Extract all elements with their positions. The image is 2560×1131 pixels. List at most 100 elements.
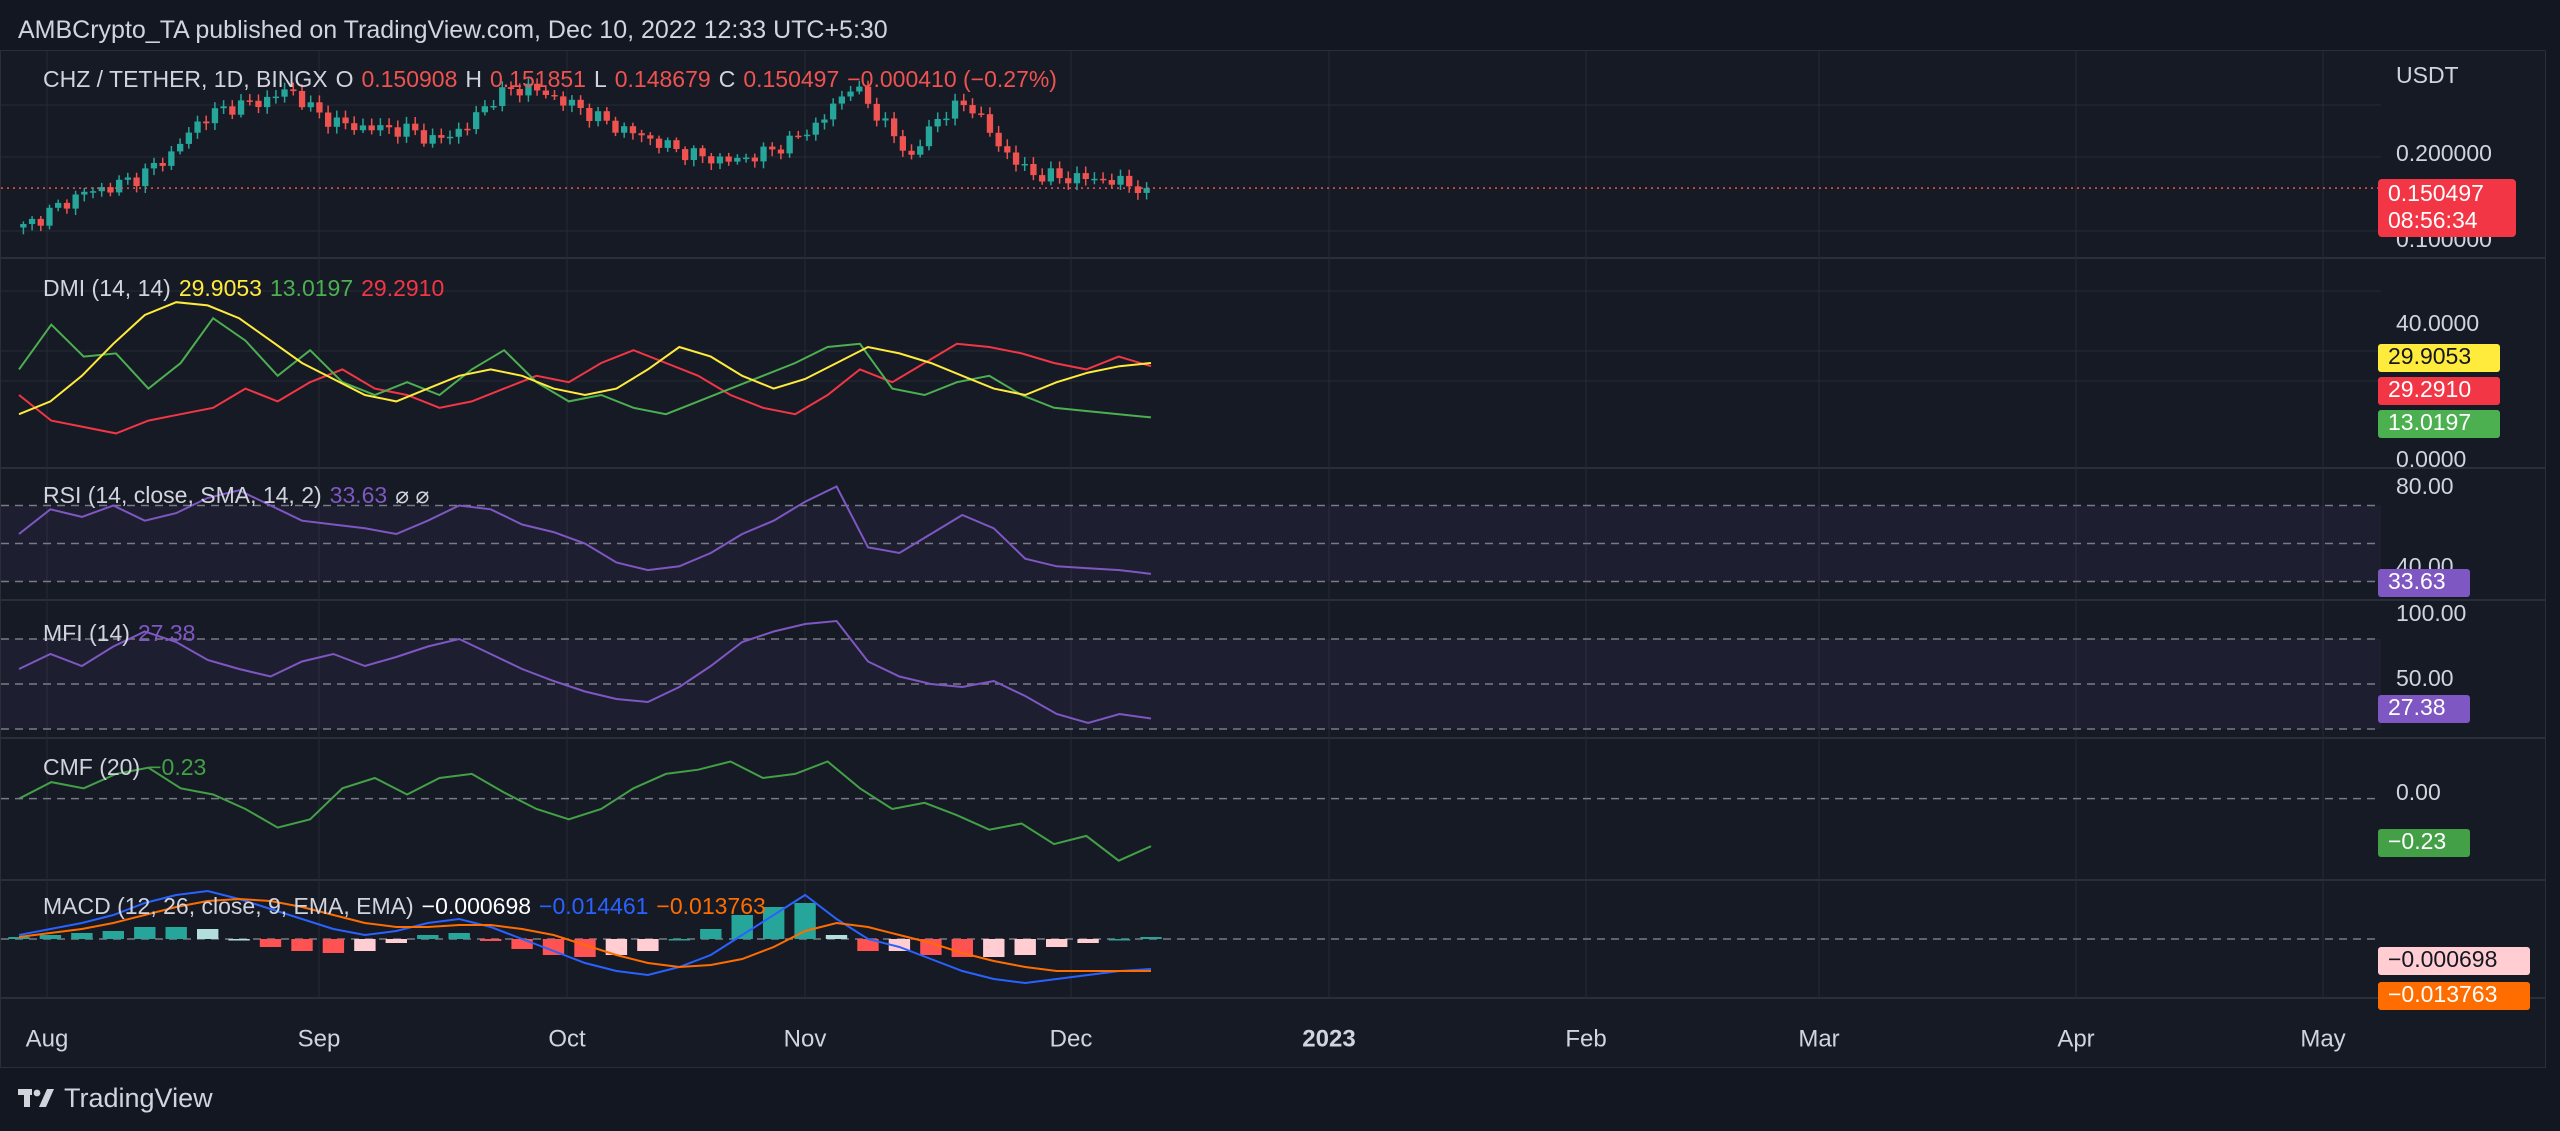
time-axis-label: Dec	[1050, 1025, 1093, 1052]
candle-body	[655, 138, 663, 148]
candle-body	[542, 90, 549, 95]
candle-body	[577, 99, 584, 108]
candle-body	[255, 100, 262, 107]
chart-frame: USDT 0.200000 0.100000 0.150497 08:56:34 40.0…	[0, 50, 2546, 1068]
candle-body	[246, 100, 253, 102]
macd-histogram-value-tag-bg	[2378, 947, 2530, 975]
candle-body	[960, 100, 967, 106]
candle-body	[499, 87, 506, 106]
candle-body	[264, 96, 271, 108]
dmi-plus-di-tag-label: 13.0197	[2388, 409, 2471, 435]
macd-histogram-bar	[542, 939, 565, 955]
macd-histogram-bar	[637, 939, 659, 951]
dmi-plus-value: 13.0197	[270, 275, 353, 301]
candle-body	[46, 207, 53, 226]
candle-body	[1126, 175, 1133, 187]
macd-histogram-bar	[8, 937, 30, 939]
macd-histogram-bar	[134, 927, 156, 939]
candle-body	[1082, 173, 1089, 179]
candle-body	[385, 125, 393, 128]
candle-body	[368, 125, 375, 131]
candle-body	[412, 123, 419, 131]
dmi-tick: 40.0000	[2396, 310, 2479, 336]
candle-body	[1012, 152, 1020, 165]
dmi-adx-tag-label: 29.9053	[2388, 343, 2471, 369]
last-price-tag-bg	[2378, 179, 2516, 237]
candle-body	[629, 126, 637, 134]
ohlc-low: 0.148679	[615, 66, 711, 92]
candle-body	[603, 111, 610, 121]
last-price-value: 0.150497	[2388, 180, 2484, 206]
candle-body	[107, 187, 114, 193]
macd-histogram-bar	[197, 929, 219, 939]
candle-body	[20, 224, 27, 228]
dmi-plus-di-tag-bg	[2378, 410, 2500, 438]
rsi-extras: ⌀ ⌀	[395, 482, 429, 508]
macd-histogram-bar	[1108, 939, 1131, 941]
candle-body	[838, 96, 845, 104]
candle-body	[891, 118, 898, 137]
time-axis-label: Nov	[784, 1025, 827, 1052]
candle-body	[795, 135, 802, 138]
candle-body	[664, 140, 671, 148]
candle-body	[1100, 178, 1107, 181]
rsi-value-tag-label: 33.63	[2388, 568, 2446, 594]
candle-body	[133, 177, 140, 187]
candle-body	[560, 96, 567, 106]
chart-attribution: AMBCrypto_TA published on TradingView.co…	[18, 16, 888, 44]
candle-body	[899, 136, 906, 151]
cmf-tick: 0.00	[2396, 779, 2441, 805]
time-axis-label: 2023	[1302, 1025, 1355, 1052]
candle-body	[455, 128, 462, 137]
candle-body	[72, 194, 79, 209]
mfi-legend-value: 27.38	[138, 620, 196, 646]
macd-histogram-bar	[228, 939, 250, 941]
tradingview-logo-icon	[18, 1089, 54, 1107]
macd-legend: MACD (12, 26, close, 9, EMA, EMA) −0.0006…	[43, 893, 766, 919]
candle-body	[986, 114, 994, 133]
dmi-minus-di-line	[18, 342, 1152, 435]
cmf-value-tag: −0.23	[2378, 828, 2470, 857]
ohlc-o-key: O	[336, 66, 354, 92]
candle-body	[786, 135, 793, 154]
candle-body	[969, 105, 976, 114]
time-axis-label: Sep	[298, 1025, 341, 1052]
candle-body	[116, 179, 123, 193]
dmi-adx-tag: 29.9053	[2378, 343, 2500, 372]
candle-body	[220, 106, 227, 109]
candle-body	[647, 135, 654, 139]
chart-canvas[interactable]: USDT0.2000000.1000000.15049708:56:3440.0…	[1, 51, 2545, 1067]
candle-body	[568, 99, 576, 106]
candle-body	[734, 157, 741, 162]
candle-body	[98, 187, 105, 192]
macd-histogram-bar	[920, 939, 942, 955]
candle-body	[342, 117, 349, 124]
candle-body	[777, 149, 785, 154]
candle-body	[534, 83, 541, 91]
macd-histogram-bar	[1046, 939, 1068, 947]
candle-body	[1056, 168, 1063, 179]
rsi-tick: 80.00	[2396, 473, 2454, 499]
dmi-plus-di-tag: 13.0197	[2378, 409, 2500, 438]
candle-body	[185, 132, 192, 144]
candle-body	[507, 87, 515, 89]
symbol-label: CHZ / TETHER, 1D, BINGX	[43, 66, 328, 92]
candle-body	[673, 140, 680, 149]
rsi-legend-value: 33.63	[330, 482, 388, 508]
macd-histogram-bar	[1140, 937, 1162, 939]
candle-body	[690, 148, 697, 160]
candle-body	[237, 100, 245, 115]
time-axis-label: Feb	[1565, 1025, 1606, 1052]
dmi-minus-di-tag: 29.2910	[2378, 376, 2500, 405]
macd-signal-line	[18, 897, 1151, 972]
candle-body	[708, 156, 715, 164]
macd-histogram-bar	[480, 939, 502, 941]
macd-line	[18, 889, 1152, 985]
mfi-legend: MFI (14) 27.38	[43, 620, 195, 646]
macd-histogram-bar	[857, 939, 879, 951]
candle-body	[1134, 186, 1142, 193]
candle-body	[403, 123, 410, 137]
macd-histogram-bar	[322, 939, 345, 953]
candle-body	[769, 146, 776, 150]
macd-signal-value-tag: −0.013763	[2378, 981, 2530, 1010]
